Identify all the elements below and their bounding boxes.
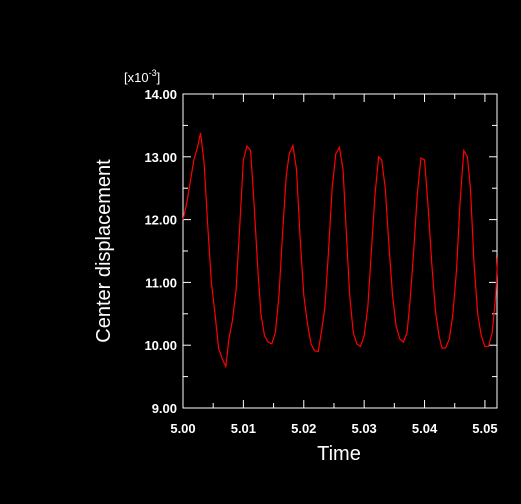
y-tick-label: 14.00 [144, 87, 177, 102]
tick-labels: 9.00 10.00 11.00 12.00 13.00 14.00 5.00 5.01 5.0… [144, 87, 497, 436]
x-tick-label: 5.02 [291, 421, 316, 436]
y-tick-label: 12.00 [144, 213, 177, 228]
y-tick-label: 11.00 [145, 275, 177, 290]
y-scale-prefix: [x10 [124, 70, 149, 85]
y-tick-label: 10.00 [144, 338, 177, 353]
x-tick-label: 5.03 [351, 421, 376, 436]
axis-ticks [182, 93, 497, 409]
x-tick-label: 5.04 [412, 421, 438, 436]
y-scale-exponent: -3 [149, 68, 157, 78]
y-scale-suffix: ] [157, 70, 161, 85]
x-tick-label: 5.00 [170, 421, 195, 436]
y-axis-title: Center displacement [93, 159, 115, 343]
y-tick-label: 9.00 [152, 401, 177, 416]
y-tick-label: 13.00 [144, 150, 177, 165]
x-axis-title: Time [317, 443, 361, 465]
x-tick-label: 5.01 [231, 421, 256, 436]
y-scale-note: [x10-3] [124, 68, 160, 85]
plot-frame [182, 93, 498, 409]
series-line [182, 132, 499, 369]
x-tick-label: 5.05 [472, 421, 497, 436]
